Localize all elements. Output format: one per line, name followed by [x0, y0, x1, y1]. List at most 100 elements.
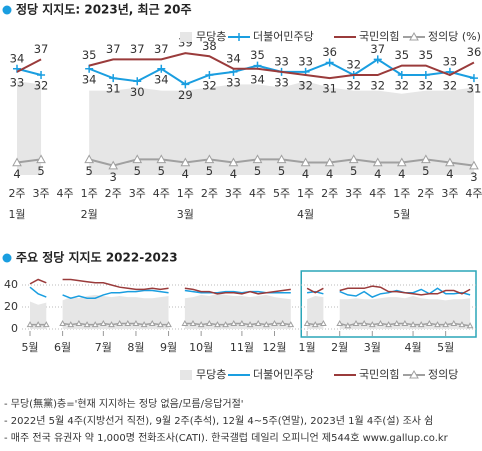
marker: [124, 319, 132, 326]
legend-label: 국민의힘: [359, 368, 399, 381]
data-label: 4: [398, 167, 405, 181]
legend-swatch: [180, 32, 192, 42]
marker: [300, 157, 311, 167]
x-tick-label: 4주: [249, 187, 266, 200]
month-label: 1월: [8, 208, 25, 221]
data-label: 37: [154, 42, 169, 56]
marker: [36, 154, 46, 164]
chart-title: 정당 지지도: 2023년, 최근 20주: [16, 2, 192, 17]
data-label: 32: [34, 79, 49, 93]
marker: [303, 319, 311, 326]
note: - 매주 전국 유권자 약 1,000명 전화조사(CATI). 한국갤럽 데일…: [4, 432, 449, 444]
marker: [325, 58, 334, 67]
marker: [311, 321, 319, 328]
x-tick-label: 4주: [465, 187, 482, 200]
x-tick-label: 4주: [153, 187, 170, 200]
marker: [401, 319, 409, 326]
data-label: 4: [230, 167, 237, 181]
x-tick-label: 3주: [441, 187, 458, 200]
data-label: 4: [302, 167, 309, 181]
x-tick-label: 3주: [225, 187, 242, 200]
data-label: 32: [346, 79, 361, 93]
marker: [133, 77, 142, 86]
data-label: 35: [250, 48, 265, 62]
legend-label: 무당층: [196, 368, 226, 381]
marker: [132, 154, 143, 164]
x-tick-label: 3주: [32, 187, 49, 200]
legend-label: 정의당: [428, 368, 458, 381]
x-tick-label: 11월: [230, 341, 254, 354]
marker: [393, 319, 401, 326]
marker: [469, 74, 478, 83]
data-label: 5: [37, 164, 44, 178]
marker: [426, 319, 433, 326]
marker: [148, 319, 156, 326]
data-label: 3: [110, 170, 117, 184]
legend-swatch: [180, 370, 192, 380]
y-tick-label: 0: [11, 322, 18, 335]
marker: [450, 319, 458, 326]
marker: [34, 321, 42, 328]
line: [16, 52, 475, 80]
marker: [85, 64, 94, 73]
note: - 무당(無黨)층='현재 지지하는 정당 없음/모름/응답거절': [4, 397, 244, 410]
marker: [205, 71, 214, 79]
data-label: 32: [202, 79, 217, 93]
marker: [377, 319, 384, 326]
legend-marker: [409, 369, 419, 379]
marker: [116, 319, 123, 326]
data-label: 33: [226, 75, 241, 89]
marker: [100, 319, 107, 326]
legend-label: 정의당 (%): [428, 30, 481, 43]
x-tick-label: 2주: [321, 187, 338, 200]
marker: [368, 321, 376, 328]
x-tick-label: 5월: [437, 341, 454, 354]
y-tick-label: 40: [4, 278, 18, 291]
marker: [75, 319, 83, 326]
highlight-box: [300, 270, 477, 338]
legend-label: 무당층: [196, 30, 226, 43]
marker: [132, 319, 140, 326]
marker: [205, 319, 213, 326]
data-label: 34: [250, 72, 265, 86]
data-label: 33: [10, 75, 25, 89]
data-label: 5: [278, 164, 285, 178]
data-label: 29: [178, 88, 193, 102]
area: [17, 81, 474, 175]
marker: [469, 160, 479, 170]
marker: [197, 321, 205, 328]
data-label: 32: [370, 79, 385, 93]
marker: [271, 319, 278, 326]
data-label: 5: [206, 164, 213, 178]
marker: [279, 319, 286, 326]
data-label: 32: [443, 79, 458, 93]
x-tick-label: 2주: [417, 187, 434, 200]
x-tick-label: 3월: [364, 341, 381, 354]
data-label: 37: [34, 42, 49, 56]
note: - 2022년 5월 4주(지방선거 직전), 9월 2주(추석), 12월 4…: [4, 415, 433, 427]
x-tick-label: 10월: [189, 341, 213, 354]
data-label: 37: [106, 42, 121, 56]
x-tick-label: 12월: [262, 341, 286, 354]
marker: [180, 157, 191, 167]
marker: [276, 154, 287, 164]
x-tick-label: 8월: [127, 341, 144, 354]
legend-marker: [409, 31, 419, 41]
data-label: 5: [350, 164, 357, 178]
marker: [26, 321, 34, 328]
data-label: 3: [470, 170, 477, 184]
data-label: 32: [346, 58, 361, 72]
marker: [157, 64, 166, 73]
marker: [108, 321, 115, 328]
marker: [348, 154, 359, 164]
data-label: 32: [298, 79, 313, 93]
x-tick-label: 2주: [105, 187, 122, 200]
data-label: 31: [467, 82, 482, 96]
marker: [352, 319, 360, 326]
marker: [84, 154, 94, 164]
data-label: 34: [10, 51, 25, 65]
month-label: 2월: [81, 208, 98, 221]
y-tick-label: 20: [4, 300, 18, 313]
legend-label: 더불어민주당: [253, 30, 314, 43]
marker: [59, 319, 66, 326]
